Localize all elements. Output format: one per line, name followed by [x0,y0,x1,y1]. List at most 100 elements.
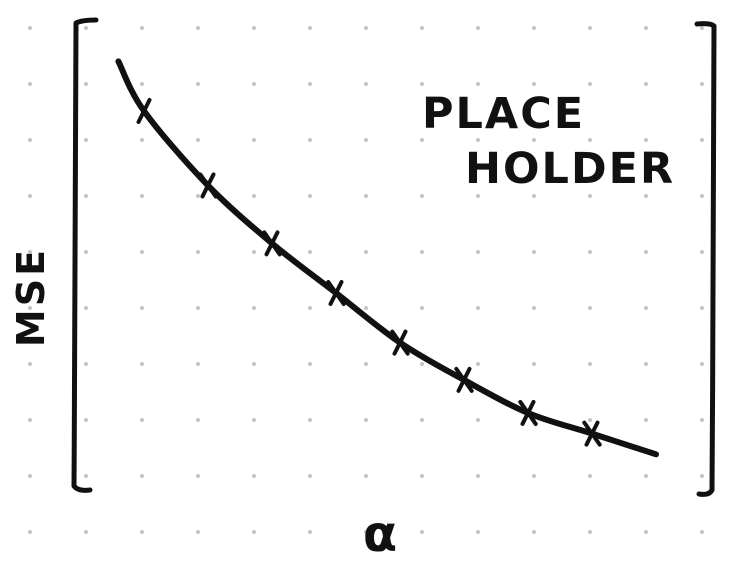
grid-dot [588,138,592,142]
grid-dot [196,418,200,422]
grid-dot [532,474,536,478]
dot-grid [28,26,704,534]
grid-dot [644,530,648,534]
annotation-line-1: PLACE [422,89,585,139]
grid-dot [476,194,480,198]
grid-dot [196,138,200,142]
grid-dot [364,362,368,366]
grid-dot [28,82,32,86]
grid-dot [700,26,704,30]
grid-dot [644,474,648,478]
grid-dot [420,250,424,254]
grid-dot [476,306,480,310]
grid-dot [532,82,536,86]
grid-dot [476,26,480,30]
data-point-marker [326,280,346,306]
grid-dot [84,138,88,142]
grid-dot [28,250,32,254]
grid-dot [644,82,648,86]
grid-dot [420,474,424,478]
grid-dot [28,26,32,30]
grid-dot [196,474,200,478]
grid-dot [476,418,480,422]
grid-dot [140,138,144,142]
grid-dot [588,362,592,366]
grid-dot [700,82,704,86]
grid-dot [420,138,424,142]
y-axis-label: MSE [9,247,53,347]
grid-dot [308,194,312,198]
grid-dot [588,26,592,30]
annotation-line-2: HOLDER [465,144,675,194]
grid-dot [140,474,144,478]
grid-dot [308,82,312,86]
grid-dot [252,306,256,310]
grid-dot [28,194,32,198]
grid-dot [364,82,368,86]
grid-dot [532,250,536,254]
grid-dot [644,250,648,254]
grid-dot [700,530,704,534]
grid-dot [308,250,312,254]
grid-dot [140,250,144,254]
grid-dot [140,362,144,366]
grid-dot [532,362,536,366]
grid-dot [140,306,144,310]
grid-dot [644,362,648,366]
grid-dot [252,138,256,142]
grid-dot [84,250,88,254]
grid-dot [644,194,648,198]
grid-dot [476,474,480,478]
data-point-marker [262,230,282,257]
grid-dot [588,194,592,198]
grid-dot [84,194,88,198]
grid-dot [364,26,368,30]
grid-dot [700,362,704,366]
grid-dot [420,82,424,86]
grid-dot [140,82,144,86]
grid-dot [420,418,424,422]
data-point-marker [454,366,474,393]
grid-dot [28,530,32,534]
grid-dot [252,250,256,254]
grid-dot [84,82,88,86]
grid-dot [252,418,256,422]
grid-dot [84,530,88,534]
grid-dot [364,194,368,198]
grid-dot [700,138,704,142]
grid-dot [308,474,312,478]
grid-dot [644,138,648,142]
grid-dot [196,530,200,534]
data-point-marker [134,98,154,124]
series-line [115,58,659,458]
grid-dot [140,530,144,534]
grid-dot [588,418,592,422]
grid-dot [476,138,480,142]
grid-dot [252,530,256,534]
data-point-marker [582,420,602,447]
grid-dot [700,194,704,198]
grid-dot [532,530,536,534]
grid-dot [588,82,592,86]
grid-dot [700,418,704,422]
grid-dot [84,418,88,422]
grid-dot [252,82,256,86]
grid-dot [28,418,32,422]
grid-dot [700,250,704,254]
grid-dot [308,26,312,30]
grid-dot [644,26,648,30]
grid-dot [140,194,144,198]
grid-dot [644,418,648,422]
grid-dot [28,138,32,142]
grid-dot [308,362,312,366]
grid-dot [252,26,256,30]
grid-dot [588,250,592,254]
grid-dot [700,474,704,478]
grid-dot [196,194,200,198]
grid-dot [532,306,536,310]
grid-dot [588,474,592,478]
grid-dot [532,138,536,142]
grid-dot [196,362,200,366]
grid-dot [84,362,88,366]
grid-dot [364,250,368,254]
